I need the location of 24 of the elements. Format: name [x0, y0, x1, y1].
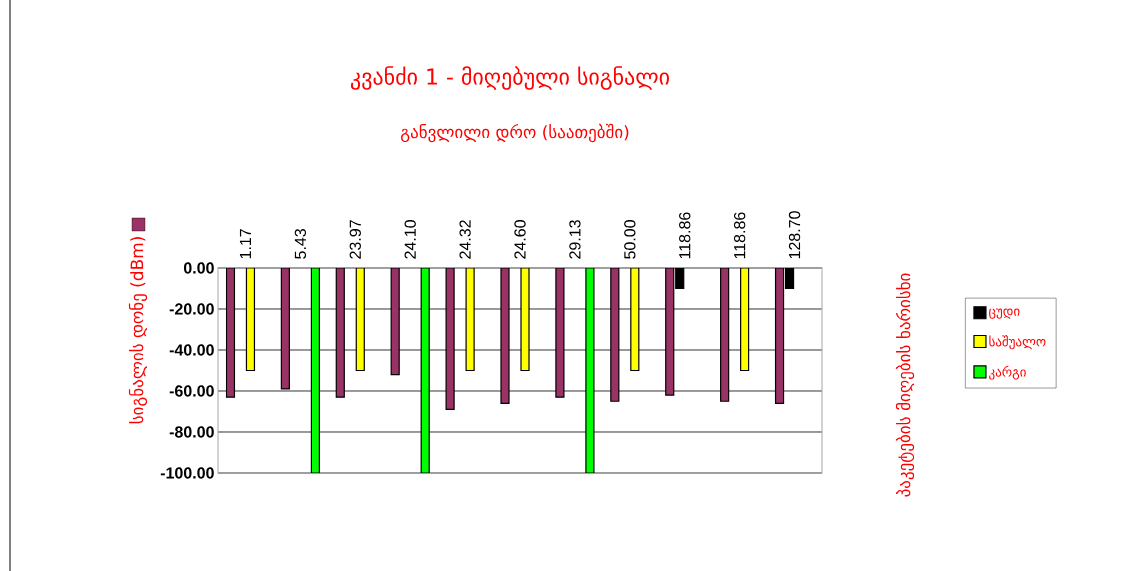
x-tick-label: 24.32 — [459, 220, 471, 259]
x-tick-label: 5.43 — [294, 229, 307, 259]
chart-title: კვანძი 1 - მიღებული სიგნალი — [350, 66, 669, 90]
y-tick-label: -100.00 — [160, 467, 214, 479]
x-tick-label: 128.70 — [788, 211, 801, 259]
y-tick-label: -80.00 — [169, 426, 214, 438]
y-tick-label: 0.00 — [183, 262, 214, 274]
x-axis-title: განვლილი დრო (საათებში) — [400, 123, 629, 143]
legend-label: საშუალო — [989, 335, 1046, 350]
legend-label: ცუდი — [989, 308, 1020, 319]
x-tick-label: 29.13 — [569, 220, 581, 259]
x-tick-label: 24.10 — [404, 220, 416, 259]
y2-axis-title: პაკეტების მიღების ხარისხი — [895, 273, 915, 497]
legend-label: კარგი — [989, 365, 1026, 380]
x-tick-label: 24.60 — [514, 220, 526, 259]
y-tick-label: -60.00 — [169, 385, 214, 397]
y-tick-label: -40.00 — [169, 344, 214, 356]
x-tick-label: 1.17 — [239, 229, 251, 259]
x-tick-label: 118.86 — [679, 212, 691, 259]
y-axis-title: სიგნალის დონე (dBm) — [128, 237, 148, 424]
x-tick-label: 118.86 — [733, 212, 746, 259]
x-tick-label: 23.97 — [349, 220, 361, 259]
y-tick-label: -20.00 — [169, 303, 214, 315]
x-tick-label: 50.00 — [624, 220, 636, 259]
